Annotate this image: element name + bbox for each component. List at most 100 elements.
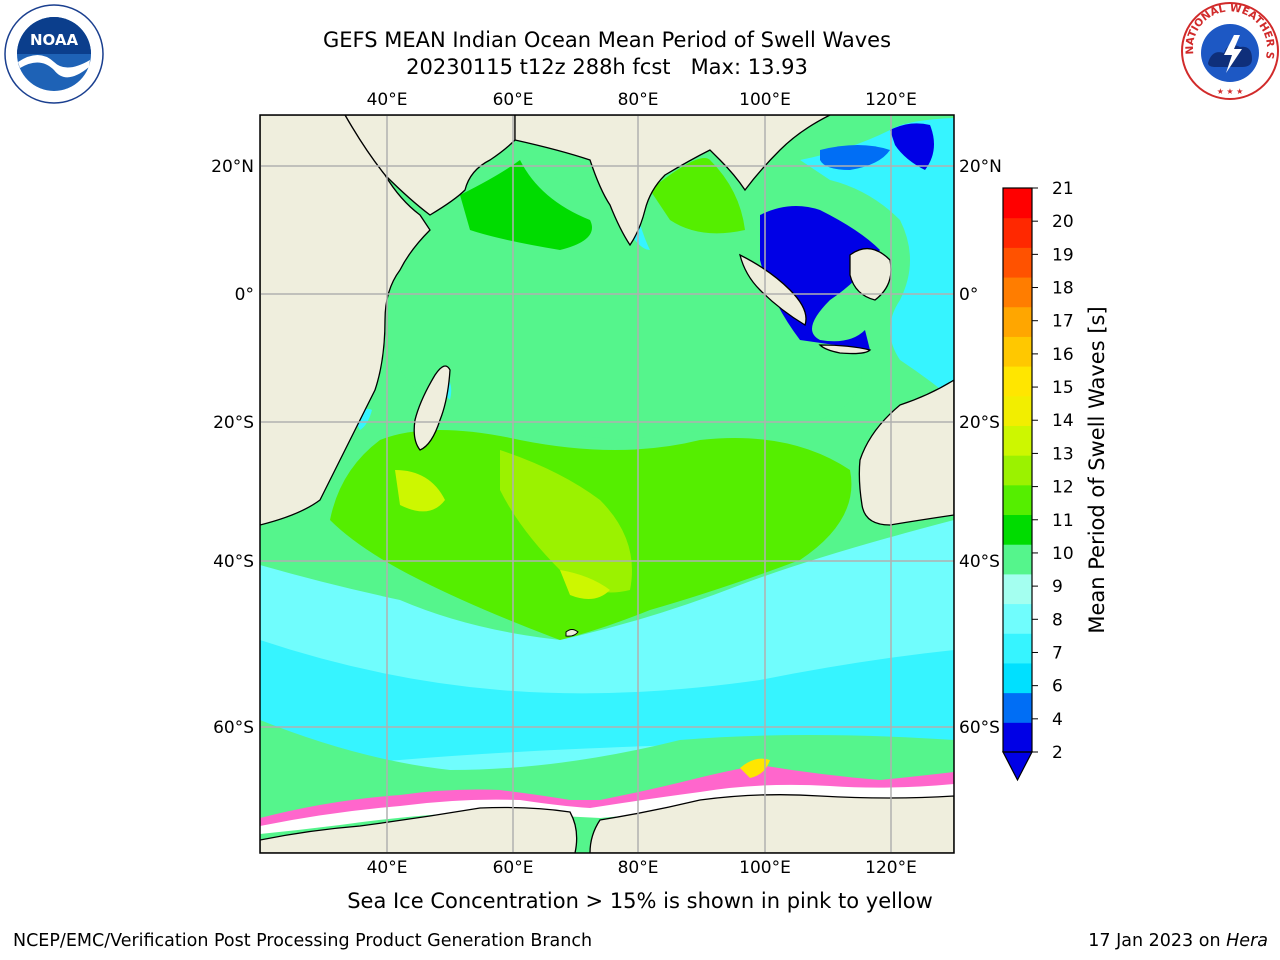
- colorbar-swatch: [1003, 395, 1032, 426]
- colorbar-swatch: [1003, 633, 1032, 664]
- lat-label-left: 40°S: [213, 552, 254, 572]
- south-asia-land: [514, 115, 831, 247]
- kerguelen-land: [565, 629, 579, 637]
- noaa-logo: NOAA: [4, 4, 104, 104]
- colorbar-swatch: [1003, 662, 1032, 694]
- max-value-label: Max: 13.93: [690, 55, 808, 79]
- colorbar-tick-label: 21: [1052, 179, 1074, 199]
- lat-label-right: 40°S: [959, 552, 1000, 572]
- map-subtitle: 20230115 t12z 288h fcst Max: 13.93: [0, 54, 1214, 80]
- lon-label-top: 40°E: [367, 90, 408, 110]
- colorbar-tick-label: 8: [1052, 610, 1063, 630]
- colorbar-tick-label: 10: [1052, 544, 1074, 564]
- colorbar-tick-label: 11: [1052, 511, 1074, 531]
- map-area: [260, 115, 954, 853]
- colorbar-tick-label: 2: [1052, 743, 1063, 763]
- colorbar-tick-label: 9: [1052, 577, 1063, 597]
- antarctica-east-land: [589, 794, 954, 853]
- tick-labels: 40°E 40°E 60°E 60°E 80°E 80°E 100°E 100°E 120°E 1…: [211, 90, 1002, 878]
- colorbar-swatch: [1003, 277, 1032, 308]
- colorbar-tick-label: 7: [1052, 643, 1063, 663]
- sea-ice-yellow-patch: [740, 758, 770, 778]
- colorbar-swatch: [1003, 544, 1032, 575]
- colorbar-tick-label: 13: [1052, 444, 1074, 464]
- borneo-land: [849, 248, 892, 301]
- colorbar-swatch: [1003, 603, 1032, 634]
- australia-land: [858, 379, 954, 526]
- colorbar-swatch: [1003, 425, 1032, 456]
- svg-text:★ ★ ★: ★ ★ ★: [1217, 87, 1244, 96]
- colorbar-tick-label: 12: [1052, 478, 1074, 498]
- lon-label-top: 120°E: [865, 90, 917, 110]
- footer-producer: NCEP/EMC/Verification Post Processing Pr…: [13, 931, 593, 951]
- map-title: GEFS MEAN Indian Ocean Mean Period of Sw…: [322, 28, 892, 52]
- lat-label-left: 0°: [235, 285, 254, 305]
- colorbar-tick-label: 20: [1052, 212, 1074, 232]
- colorbar-tick-label: 4: [1052, 710, 1063, 730]
- nws-logo: NATIONAL WEATHER SERVICE ★ ★ ★: [1180, 1, 1279, 100]
- colorbar-extend-arrow: [1002, 751, 1033, 782]
- arabian-sea-patch: [460, 160, 592, 250]
- footer-machine: Hera: [1226, 931, 1268, 951]
- lon-label-bottom: 80°E: [618, 858, 659, 878]
- footer-run-info: 17 Jan 2023 on Hera: [1088, 931, 1268, 951]
- lat-label-right: 20°S: [959, 413, 1000, 433]
- forecast-date-cycle: 20230115 t12z 288h fcst: [406, 55, 671, 79]
- lat-label-left: 20°S: [213, 413, 254, 433]
- antarctica-west-land: [260, 806, 578, 853]
- colorbar-swatch: [1003, 573, 1032, 605]
- lon-label-bottom: 40°E: [367, 858, 408, 878]
- western-pacific-region: [800, 118, 954, 400]
- colorbar-tick-label: 16: [1052, 345, 1074, 365]
- bay-of-bengal-patch: [650, 158, 745, 234]
- lat-label-right: 0°: [959, 285, 978, 305]
- colorbar-frame: [1002, 187, 1033, 753]
- lon-label-bottom: 100°E: [739, 858, 791, 878]
- sea-ice-fringe: [260, 765, 954, 830]
- colorbar-swatch: [1003, 514, 1032, 545]
- colorbar-swatch: [1003, 188, 1032, 219]
- colorbar-swatch: [1003, 366, 1032, 397]
- lat-label-right: 60°S: [959, 718, 1000, 738]
- java-land: [818, 344, 872, 355]
- high-period-patch-2: [395, 470, 445, 512]
- colorbar-swatch: [1003, 722, 1032, 753]
- sumatra-land: [739, 253, 807, 326]
- colorbar-tick-label: 15: [1052, 378, 1074, 398]
- colorbar-tick-label: 14: [1052, 411, 1074, 431]
- colorbar-tick-label: 17: [1052, 312, 1074, 332]
- southern-ocean-core: [260, 640, 954, 763]
- colorbar-swatch: [1003, 247, 1032, 278]
- colorbar-tick-label: 19: [1052, 245, 1074, 265]
- colorbar-swatch: [1003, 455, 1032, 486]
- colorbar-title: Mean Period of Swell Waves [s]: [1085, 306, 1109, 634]
- map-frame: [259, 114, 955, 854]
- lat-label-left: 20°N: [211, 157, 254, 177]
- lon-label-bottom: 60°E: [493, 858, 534, 878]
- lon-label-top: 80°E: [618, 90, 659, 110]
- lat-label-right: 20°N: [959, 157, 1002, 177]
- high-period-patch-1: [500, 450, 632, 593]
- south-china-sea-patch: [820, 145, 890, 170]
- noaa-logo-text: NOAA: [30, 31, 79, 49]
- lat-label-left: 60°S: [213, 718, 254, 738]
- lon-label-bottom: 120°E: [865, 858, 917, 878]
- lon-label-top: 60°E: [493, 90, 534, 110]
- high-period-patch-3: [560, 570, 610, 599]
- mozambique-coastal-strip: [355, 408, 372, 430]
- colorbar-tick-label: 18: [1052, 279, 1074, 299]
- philippine-patch: [890, 123, 934, 170]
- colorbar-swatch: [1003, 692, 1032, 723]
- colorbar-swatch: [1003, 306, 1032, 337]
- graticule: [260, 115, 954, 853]
- madagascar-land: [413, 365, 451, 451]
- colorbar-swatch: [1003, 336, 1032, 367]
- colorbar-tick-label: 6: [1052, 677, 1063, 697]
- lon-label-top: 100°E: [739, 90, 791, 110]
- colorbar-swatch: [1003, 484, 1032, 516]
- colorbar: 2 4 6 7 8 9 10 11 12 13 14 15 16 17 18 19 20 21: [1002, 179, 1074, 782]
- sea-ice-caption: Sea Ice Concentration > 15% is shown in …: [347, 889, 933, 913]
- colorbar-swatch: [1003, 217, 1032, 248]
- footer-date: 17 Jan 2023 on: [1088, 931, 1221, 951]
